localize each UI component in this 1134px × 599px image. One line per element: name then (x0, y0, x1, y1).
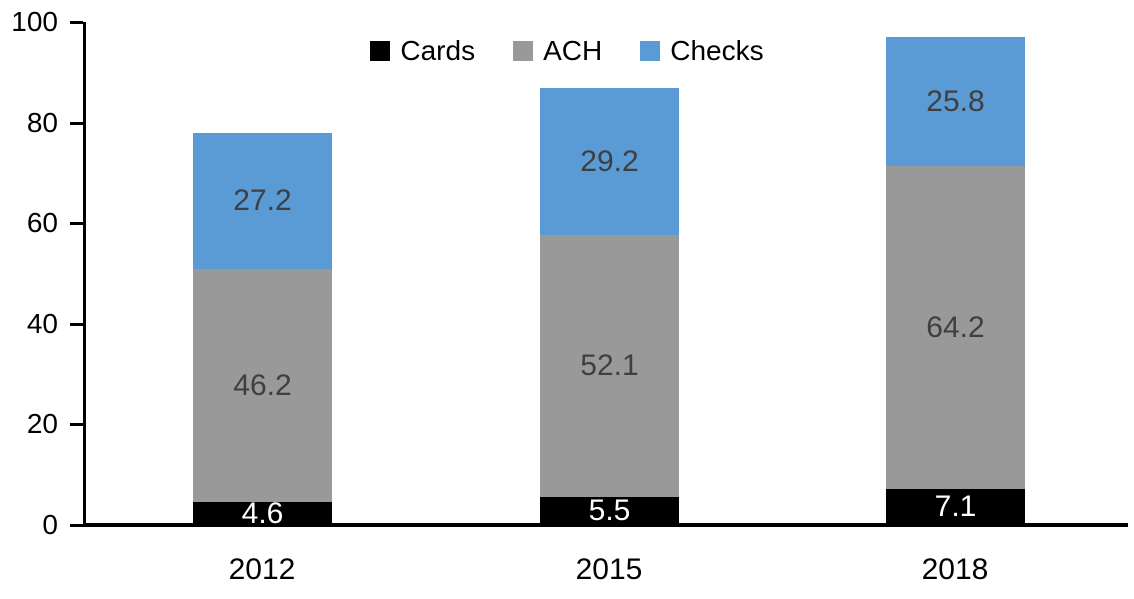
legend-item-ach: ACH (513, 35, 602, 67)
bar-value-label-cards-2018: 7.1 (934, 490, 977, 523)
legend-label: Cards (400, 35, 476, 66)
bar-segment-cards-2012 (193, 502, 332, 525)
y-tick-label-80: 80 (26, 107, 58, 138)
x-tick-label-2012: 2012 (228, 553, 296, 586)
y-axis-tick (70, 222, 83, 225)
y-axis-tick (70, 423, 83, 426)
y-tick-label-100: 100 (11, 6, 58, 37)
y-axis-line (83, 22, 86, 527)
bar-segment-checks-2015 (540, 88, 679, 235)
bar-segment-checks-2012 (193, 133, 332, 269)
y-tick-label-0: 0 (42, 509, 58, 540)
chart-legend: Cards ACH Checks (0, 35, 1134, 67)
y-tick-label-40: 40 (26, 308, 58, 339)
bar-value-label-ach-2015: 52.1 (580, 349, 639, 382)
legend-swatch-checks (640, 41, 661, 61)
y-tick-label-60: 60 (26, 207, 58, 238)
y-axis-tick (70, 122, 83, 125)
bar-value-label-ach-2018: 64.2 (926, 311, 985, 344)
bar-segment-ach-2018 (886, 166, 1025, 489)
bar-value-label-checks-2018: 25.8 (926, 85, 985, 118)
bar-value-label-cards-2012: 4.6 (241, 497, 284, 530)
x-tick-label-2018: 2018 (921, 553, 989, 586)
bar-value-label-checks-2015: 29.2 (580, 145, 639, 178)
bar-segment-checks-2018 (886, 37, 1025, 166)
legend-item-cards: Cards (370, 35, 475, 67)
bar-segment-ach-2015 (540, 235, 679, 497)
x-tick-label-2015: 2015 (575, 553, 643, 586)
legend-label: ACH (543, 35, 603, 66)
legend-swatch-ach (513, 41, 534, 61)
bar-value-label-ach-2012: 46.2 (233, 369, 292, 402)
y-axis-tick (70, 21, 83, 24)
x-axis-line (83, 523, 1128, 527)
bar-segment-cards-2015 (540, 497, 679, 525)
legend-label: Checks (670, 35, 764, 66)
bar-segment-cards-2018 (886, 489, 1025, 525)
y-tick-label-20: 20 (26, 408, 58, 439)
bar-value-label-checks-2012: 27.2 (233, 184, 292, 217)
legend-swatch-cards (370, 41, 391, 61)
bar-segment-ach-2012 (193, 269, 332, 502)
bar-value-label-cards-2015: 5.5 (588, 494, 631, 527)
legend-item-checks: Checks (640, 35, 764, 67)
y-axis-tick (70, 323, 83, 326)
y-axis-tick (70, 524, 83, 527)
